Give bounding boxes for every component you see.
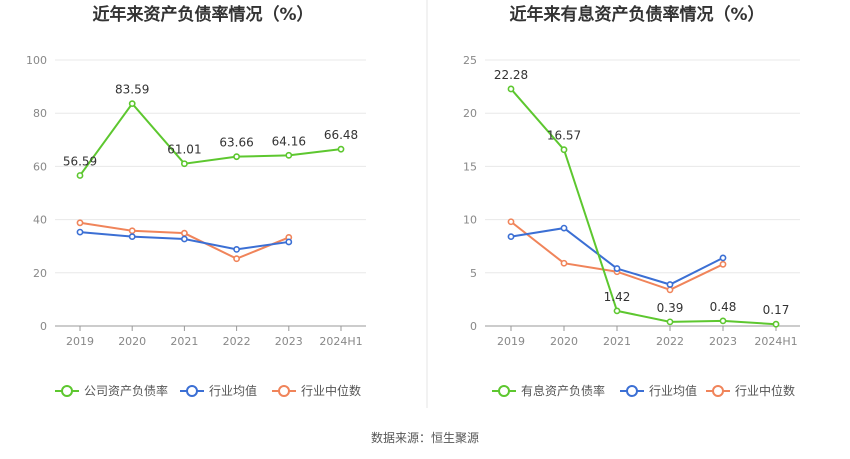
data-point xyxy=(233,245,240,253)
data-label: 61.01 xyxy=(167,143,201,157)
y-tick-label: 100 xyxy=(26,54,47,67)
y-tick-label: 0 xyxy=(470,320,477,333)
legend-label: 有息资产负债率 xyxy=(521,383,605,398)
data-label: 64.16 xyxy=(272,134,306,148)
chart-title: 近年来有息资产负债率情况（%） xyxy=(509,4,764,25)
data-point xyxy=(180,235,188,243)
x-tick-label: 2019 xyxy=(66,335,94,348)
x-tick-label: 2021 xyxy=(170,335,198,348)
series-line xyxy=(510,88,777,326)
data-point xyxy=(76,172,84,179)
legend-label: 行业均值 xyxy=(209,383,257,398)
legend-circle-marker xyxy=(498,385,510,397)
data-label: 0.17 xyxy=(763,303,790,317)
legend-label: 行业中位数 xyxy=(301,383,361,398)
legend-circle-marker xyxy=(712,385,724,397)
x-tick-label: 2023 xyxy=(275,335,303,348)
data-point xyxy=(613,265,621,272)
data-point xyxy=(666,318,674,326)
legend-circle-marker xyxy=(626,385,638,397)
data-point xyxy=(285,238,293,246)
data-point xyxy=(128,233,136,241)
x-tick-label: 2022 xyxy=(223,335,251,348)
legend-label: 行业均值 xyxy=(649,383,697,398)
x-tick-label: 2021 xyxy=(603,335,631,348)
data-point xyxy=(128,227,136,235)
y-tick-label: 10 xyxy=(463,214,477,227)
y-tick-label: 5 xyxy=(470,267,477,280)
data-label: 1.42 xyxy=(604,290,631,304)
data-point xyxy=(233,255,240,263)
legend-circle-marker xyxy=(278,385,290,397)
y-tick-label: 80 xyxy=(33,107,47,120)
data-label: 56.59 xyxy=(63,154,97,168)
x-tick-label: 2023 xyxy=(709,335,737,348)
x-tick-label: 2020 xyxy=(118,335,146,348)
data-point xyxy=(719,254,727,262)
data-point xyxy=(613,307,621,315)
legend-label: 行业中位数 xyxy=(735,383,795,398)
y-tick-label: 60 xyxy=(33,160,47,173)
data-point xyxy=(128,100,136,108)
x-tick-label: 2022 xyxy=(656,335,684,348)
x-tick-label: 2024H1 xyxy=(754,335,797,348)
data-point xyxy=(719,260,727,268)
data-point xyxy=(560,259,568,267)
data-point xyxy=(666,286,674,294)
chart-title: 近年来资产负债率情况（%） xyxy=(92,4,313,25)
data-label: 66.48 xyxy=(324,128,358,142)
data-point xyxy=(76,228,84,236)
data-point xyxy=(507,233,515,241)
y-tick-label: 15 xyxy=(463,160,477,173)
series-line xyxy=(510,227,724,286)
legend-label: 公司资产负债率 xyxy=(84,383,168,398)
y-tick-label: 0 xyxy=(40,320,47,333)
x-tick-label: 2024H1 xyxy=(319,335,362,348)
data-point xyxy=(560,224,568,232)
legend-circle-marker xyxy=(61,385,73,397)
data-point xyxy=(76,219,84,227)
data-label: 16.57 xyxy=(547,129,581,143)
legend-circle-marker xyxy=(186,385,198,397)
data-point xyxy=(560,146,568,154)
x-tick-label: 2019 xyxy=(497,335,525,348)
data-label: 22.28 xyxy=(494,68,528,82)
data-point xyxy=(337,145,345,153)
data-point xyxy=(666,281,674,288)
y-tick-label: 20 xyxy=(463,107,477,120)
y-tick-label: 20 xyxy=(33,267,47,280)
data-point xyxy=(772,320,780,328)
data-point xyxy=(180,160,188,168)
data-label: 83.59 xyxy=(115,83,149,97)
y-tick-label: 40 xyxy=(33,214,47,227)
y-tick-label: 25 xyxy=(463,54,477,67)
data-point xyxy=(233,153,240,161)
data-point xyxy=(507,85,515,93)
data-point xyxy=(507,218,515,226)
x-tick-label: 2020 xyxy=(550,335,578,348)
data-label: 0.39 xyxy=(657,301,684,315)
series-line xyxy=(79,102,342,177)
data-label: 63.66 xyxy=(219,136,253,150)
data-label: 0.48 xyxy=(710,300,737,314)
data-point xyxy=(180,229,188,237)
data-point xyxy=(285,151,293,159)
data-source-label: 数据来源：恒生聚源 xyxy=(371,430,479,445)
data-point xyxy=(719,317,727,325)
